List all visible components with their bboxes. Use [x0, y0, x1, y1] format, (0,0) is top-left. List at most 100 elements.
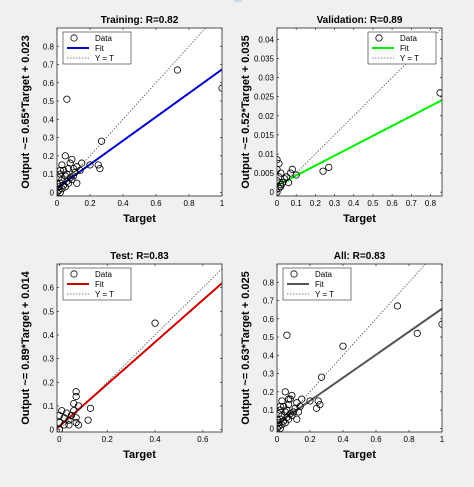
training-data-point	[69, 172, 78, 180]
training-panel: 0 0.2 0.4 0.6 0.8 1 0 0.1 0.2 0.3 0.4 0.5 0.6 0.7 0.8 T…	[20, 15, 225, 225]
validation-data-point	[436, 89, 442, 97]
all-ytick-label: 0.1	[263, 406, 275, 415]
validation-xlabel: Target	[343, 213, 376, 225]
test-xlabel: Target	[123, 449, 156, 461]
test-plot-area	[57, 268, 222, 432]
validation-axes-box	[276, 27, 443, 197]
validation-data-point	[292, 171, 300, 179]
test-data-point	[62, 409, 71, 417]
all-fit-line	[277, 307, 442, 425]
training-data-point	[61, 172, 69, 180]
validation-data-point	[288, 165, 296, 173]
validation-ytick-label: 0.03	[258, 74, 274, 83]
test-data-point	[70, 400, 78, 408]
training-legend-label: Fit	[95, 44, 105, 53]
training-data-point	[173, 66, 182, 74]
all-data-point	[393, 302, 402, 310]
validation-ylabel: Output ~= 0.52*Target + 0.035	[240, 35, 252, 189]
test-data-point	[67, 411, 75, 420]
all-data-point	[312, 404, 321, 412]
all-data-point	[314, 397, 322, 405]
test-ylabel: Output ~= 0.89*Target + 0.014	[20, 270, 32, 424]
validation-data-point	[277, 184, 283, 192]
test-panel: 0 0.2 0.4 0.6 0 0.1 0.2 0.3 0.4 0.5 0.6 Test: R=0.8…	[20, 251, 223, 461]
validation-title: Validation: R=0.89	[317, 15, 403, 26]
all-ytick-label: 0.4	[263, 351, 275, 360]
validation-legend-label: Data	[400, 34, 417, 43]
training-xtick-label: 0.8	[183, 199, 195, 208]
training-data-point	[58, 161, 66, 169]
training-data-point	[68, 155, 76, 164]
all-title: All: R=0.83	[334, 251, 386, 262]
training-xtick-label: 0	[55, 199, 60, 208]
validation-xtick-label: 0.8	[425, 199, 437, 208]
training-ytick-label: 0.7	[43, 61, 55, 70]
all-data-point	[284, 401, 293, 409]
training-data-point	[94, 161, 102, 169]
test-data-point	[65, 421, 73, 429]
all-ytick-label: 0.2	[263, 388, 275, 397]
training-data-point	[63, 95, 71, 103]
training-data-point	[66, 159, 74, 167]
training-data-point	[68, 175, 76, 184]
all-data-point	[294, 408, 303, 416]
training-data-point	[218, 84, 222, 92]
test-ytick-label: 0.1	[43, 402, 55, 411]
validation-ytick-label: 0.02	[258, 112, 274, 121]
training-xtick-label: 0.6	[150, 199, 162, 208]
test-xtick-label: 0.6	[197, 435, 209, 444]
training-xtick-label: 0.4	[117, 199, 129, 208]
training-data-point	[96, 165, 104, 173]
all-legend-marker	[290, 270, 298, 278]
validation-fit-line	[277, 99, 442, 187]
test-data-point	[57, 418, 63, 427]
validation-xtick-label: 0.6	[387, 199, 399, 208]
all-data-point	[296, 402, 304, 411]
validation-xtick-label: 0.2	[310, 199, 322, 208]
training-ytick-label: 0.2	[43, 152, 55, 161]
test-data-point	[70, 407, 78, 415]
all-data-point	[339, 342, 347, 350]
test-fit-line	[57, 282, 222, 430]
test-legend-label: Y = T	[95, 290, 114, 299]
all-data-point	[277, 415, 281, 423]
all-data-point	[283, 406, 291, 414]
training-plot-area	[57, 28, 222, 196]
training-ytick-label: 0.4	[43, 115, 55, 124]
all-xtick-label: 0	[275, 435, 280, 444]
all-xlabel: Target	[343, 449, 376, 461]
all-data-point	[298, 395, 306, 403]
validation-xtick-label: 0.5	[367, 199, 379, 208]
training-xtick-label: 1	[220, 199, 225, 208]
validation-data-point	[277, 182, 285, 191]
test-data-point	[65, 416, 73, 424]
all-ytick-label: 0.3	[263, 370, 275, 379]
validation-data-point	[277, 156, 281, 164]
test-data-point	[72, 414, 80, 422]
training-ylabel: Output ~= 0.65*Target + 0.023	[20, 35, 32, 189]
test-legend-marker	[70, 270, 78, 278]
all-legend-label: Fit	[315, 280, 325, 289]
all-data-point	[293, 415, 301, 423]
all-ylabel: Output ~= 0.63*Target + 0.025	[240, 271, 252, 425]
test-data-point	[74, 421, 83, 429]
all-data-point	[289, 408, 298, 416]
validation-ytick-label: 0.01	[258, 150, 274, 159]
test-data-point	[86, 404, 95, 412]
training-ytick-label: 0.8	[43, 42, 55, 51]
validation-legend-marker	[375, 34, 383, 42]
test-data-point	[74, 402, 83, 410]
training-ytick-label: 0	[50, 188, 55, 197]
all-xtick-label: 0.8	[403, 435, 415, 444]
test-legend-label: Fit	[95, 280, 105, 289]
validation-data-point	[281, 175, 289, 183]
all-xtick-label: 0.4	[337, 435, 349, 444]
training-data-point	[57, 179, 61, 187]
validation-ytick-label: 0	[270, 188, 275, 197]
validation-xtick-label: 0.7	[406, 199, 418, 208]
